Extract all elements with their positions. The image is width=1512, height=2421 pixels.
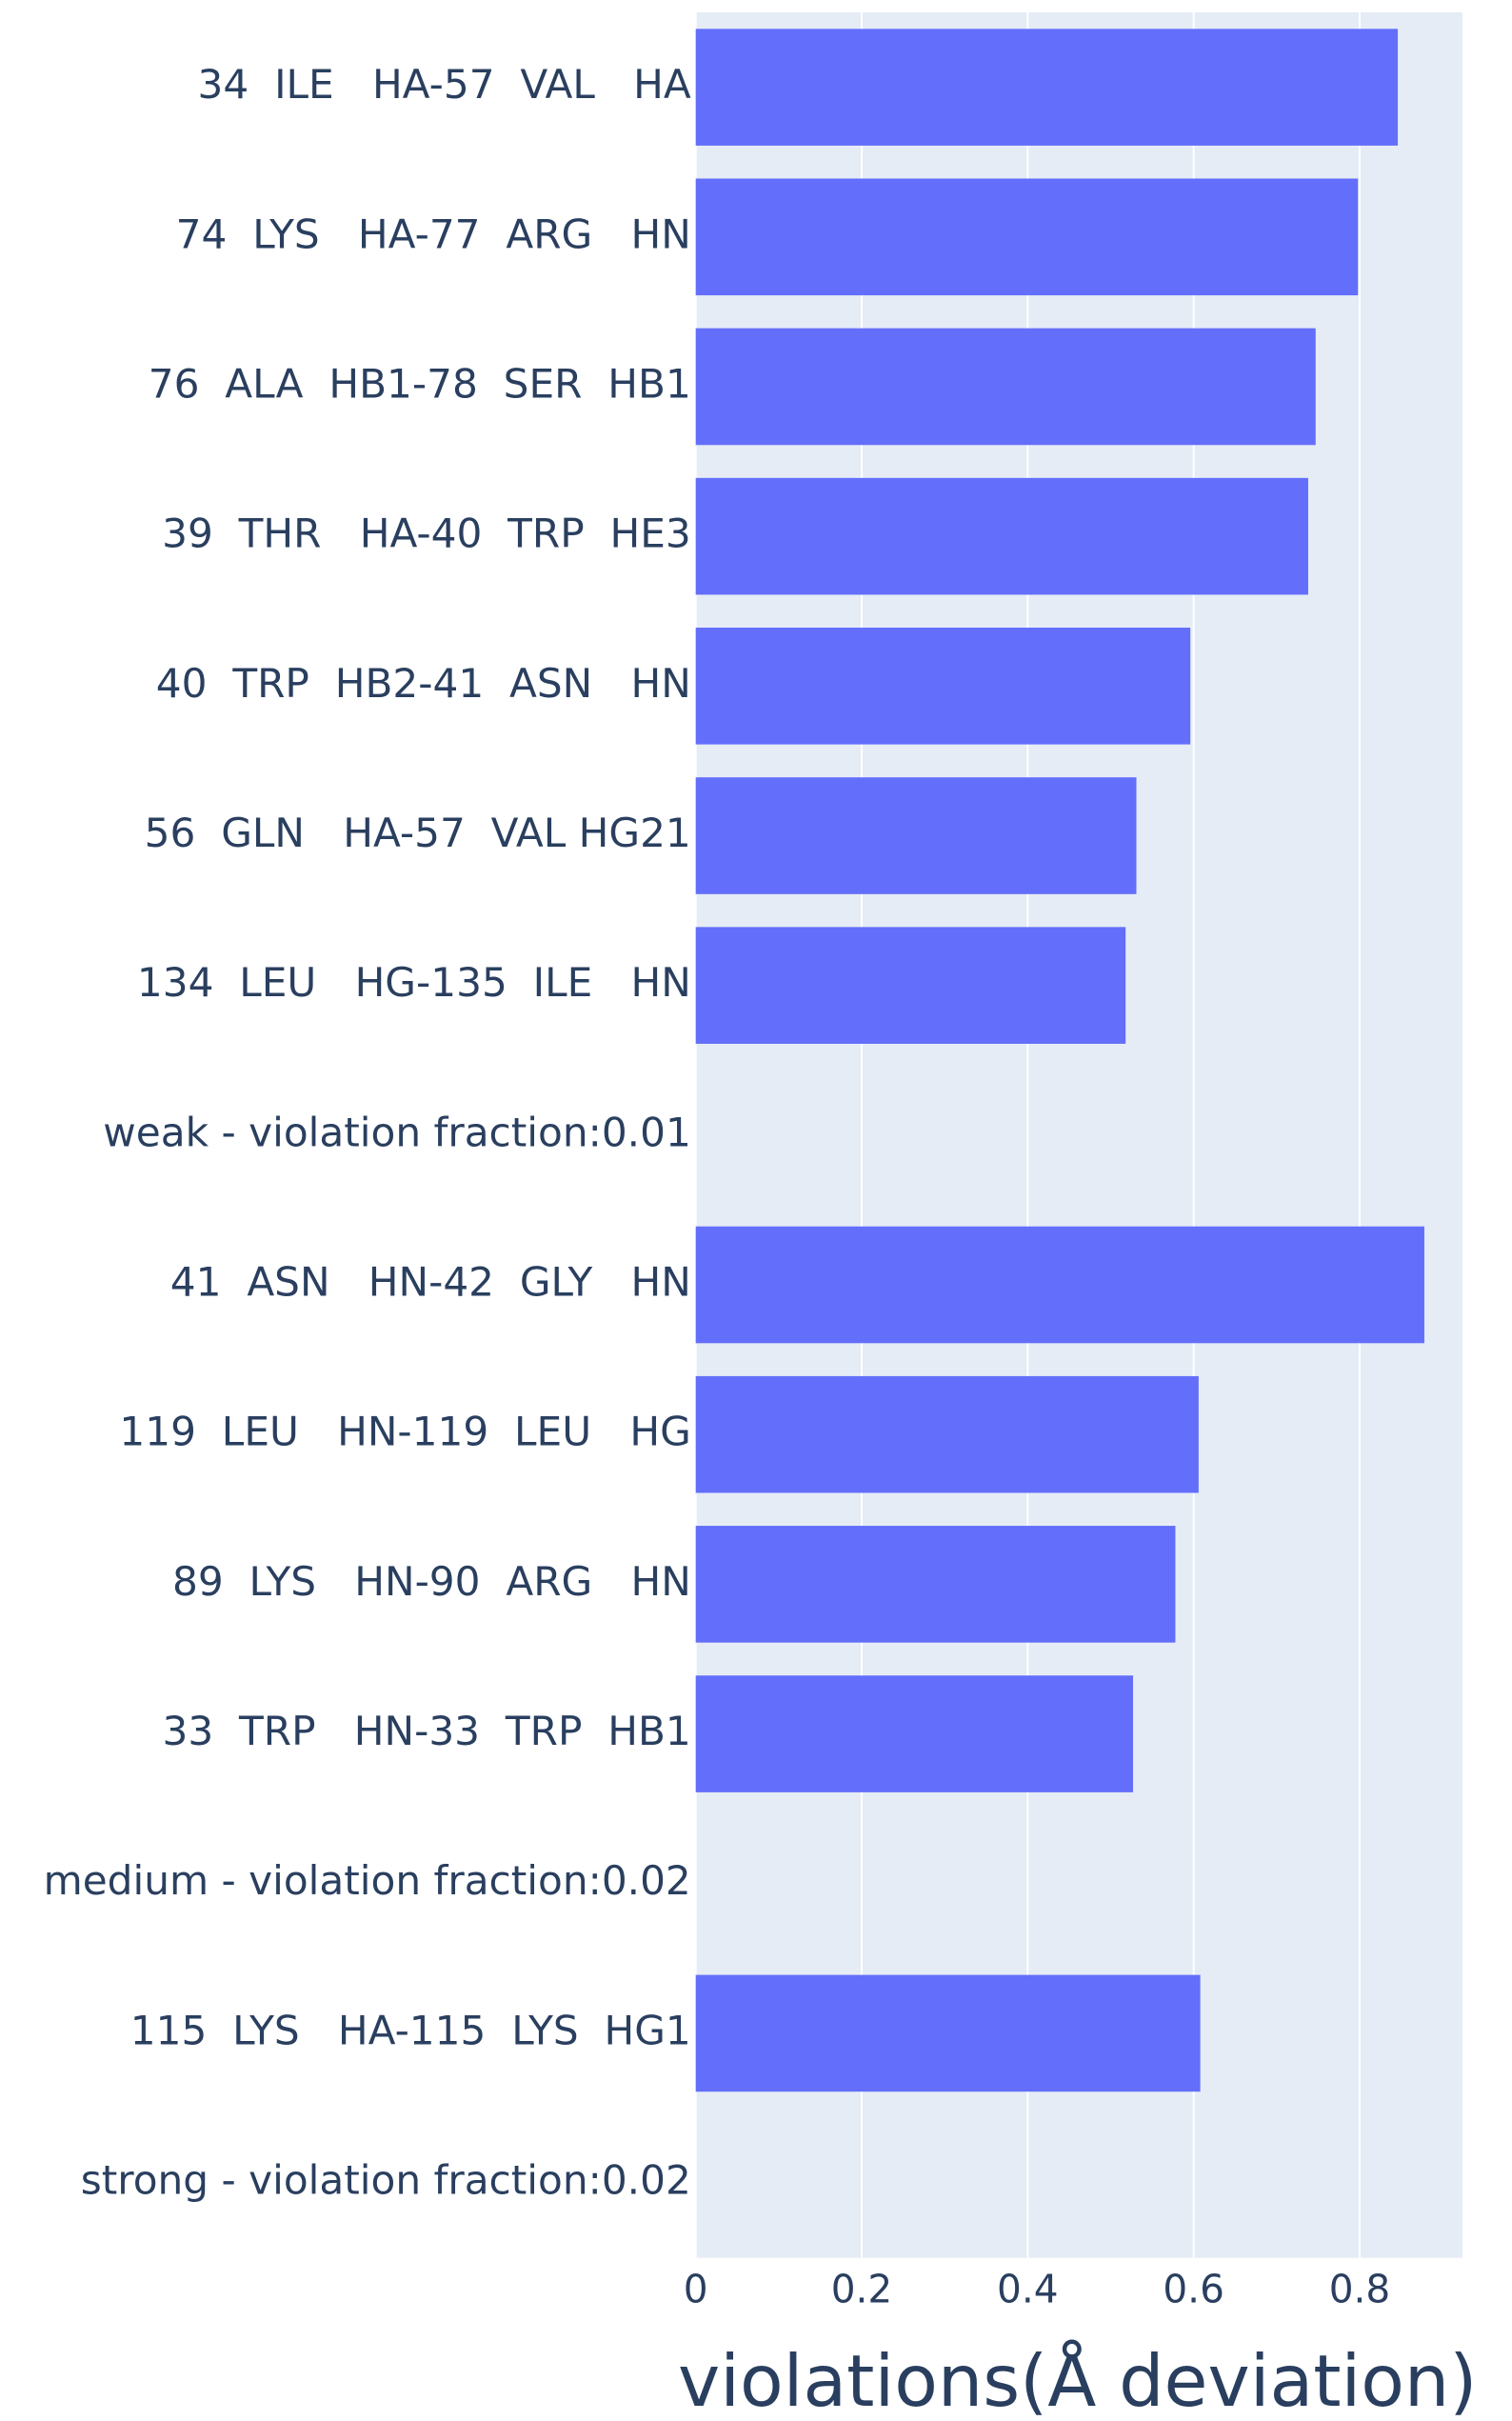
bar [695,1974,1201,2092]
bar [695,1226,1424,1344]
bar [695,1675,1134,1792]
y-tick-label: 33 TRP HN-33 TRP HB1 [162,1708,690,1754]
y-tick-label: 40 TRP HB2-41 ASN HN [156,660,691,707]
bar [695,178,1359,296]
y-tick-label: weak - violation fraction:0.01 [103,1109,691,1155]
bar [695,628,1191,745]
x-tick-label: 0.6 [1163,2266,1224,2311]
y-tick-label: 41 ASN HN-42 GLY HN [170,1259,691,1306]
bar [695,477,1308,595]
x-tick-label: 0.4 [997,2266,1059,2311]
y-tick-label: 89 LYS HN-90 ARG HN [172,1558,691,1605]
y-tick-label: 34 ILE HA-57 VAL HA [198,61,691,108]
bar [695,328,1316,446]
y-tick-label: 134 LEU HG-135 ILE HN [137,959,691,1006]
bar [695,1526,1176,1643]
x-axis-title: violations(Å deviation) [678,2339,1477,2421]
y-tick-label: 76 ALA HB1-78 SER HB1 [149,360,691,407]
bar [695,1375,1199,1493]
y-tick-label: 74 LYS HA-77 ARG HN [176,210,691,257]
y-tick-label: 39 THR HA-40 TRP HE3 [162,510,691,557]
x-tick-label: 0.2 [831,2266,893,2311]
bar [695,29,1399,146]
y-tick-label: medium - violation fraction:0.02 [44,1857,691,1904]
bar [695,927,1126,1044]
y-tick-label: 56 GLN HA-57 VAL HG21 [145,810,691,856]
y-tick-label: strong - violation fraction:0.02 [81,2157,691,2204]
x-tick-label: 0 [684,2266,708,2311]
y-tick-label: 119 LEU HN-119 LEU HG [119,1409,690,1455]
x-tick-label: 0.8 [1329,2266,1391,2311]
bar [695,777,1137,894]
y-tick-label: 115 LYS HA-115 LYS HG1 [130,2007,691,2053]
